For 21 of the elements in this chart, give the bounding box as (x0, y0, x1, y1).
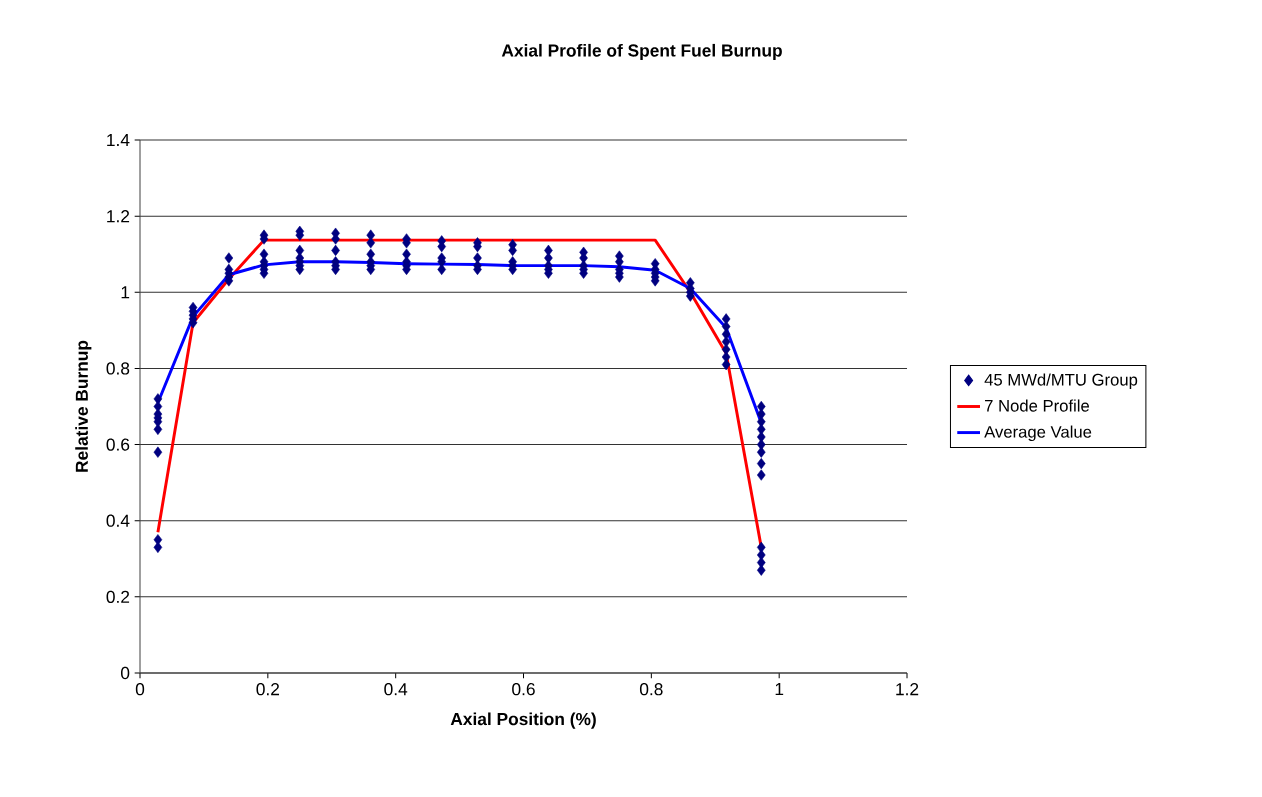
legend-label: Average Value (984, 425, 1092, 442)
y-tick-label: 1 (121, 286, 130, 299)
y-tick-label: 0.8 (106, 362, 130, 375)
y-tick-label: 0 (120, 666, 130, 680)
x-tick-label: 0.2 (256, 683, 280, 696)
x-axis-title: Axial Position (%) (450, 712, 596, 729)
y-tick-label: 0.2 (106, 590, 130, 603)
x-tick-label: 1.2 (896, 683, 919, 696)
chart-title: Axial Profile of Spent Fuel Burnup (501, 43, 782, 61)
x-tick-label: 1 (775, 683, 784, 695)
y-tick-label: 1.2 (107, 210, 130, 223)
legend-label: 45 MWd/MTU Group (984, 373, 1138, 389)
y-axis-title: Relative Burnup (75, 340, 92, 472)
legend-label: 7 Node Profile (985, 399, 1090, 412)
y-tick-label: 0.4 (106, 514, 130, 527)
x-tick-label: 0.6 (512, 683, 535, 696)
x-tick-label: 0.4 (384, 683, 408, 696)
y-tick-label: 0.6 (106, 438, 130, 451)
y-tick-label: 1.4 (107, 134, 130, 146)
x-tick-label: 0 (135, 683, 145, 696)
x-tick-label: 0.8 (639, 683, 663, 696)
